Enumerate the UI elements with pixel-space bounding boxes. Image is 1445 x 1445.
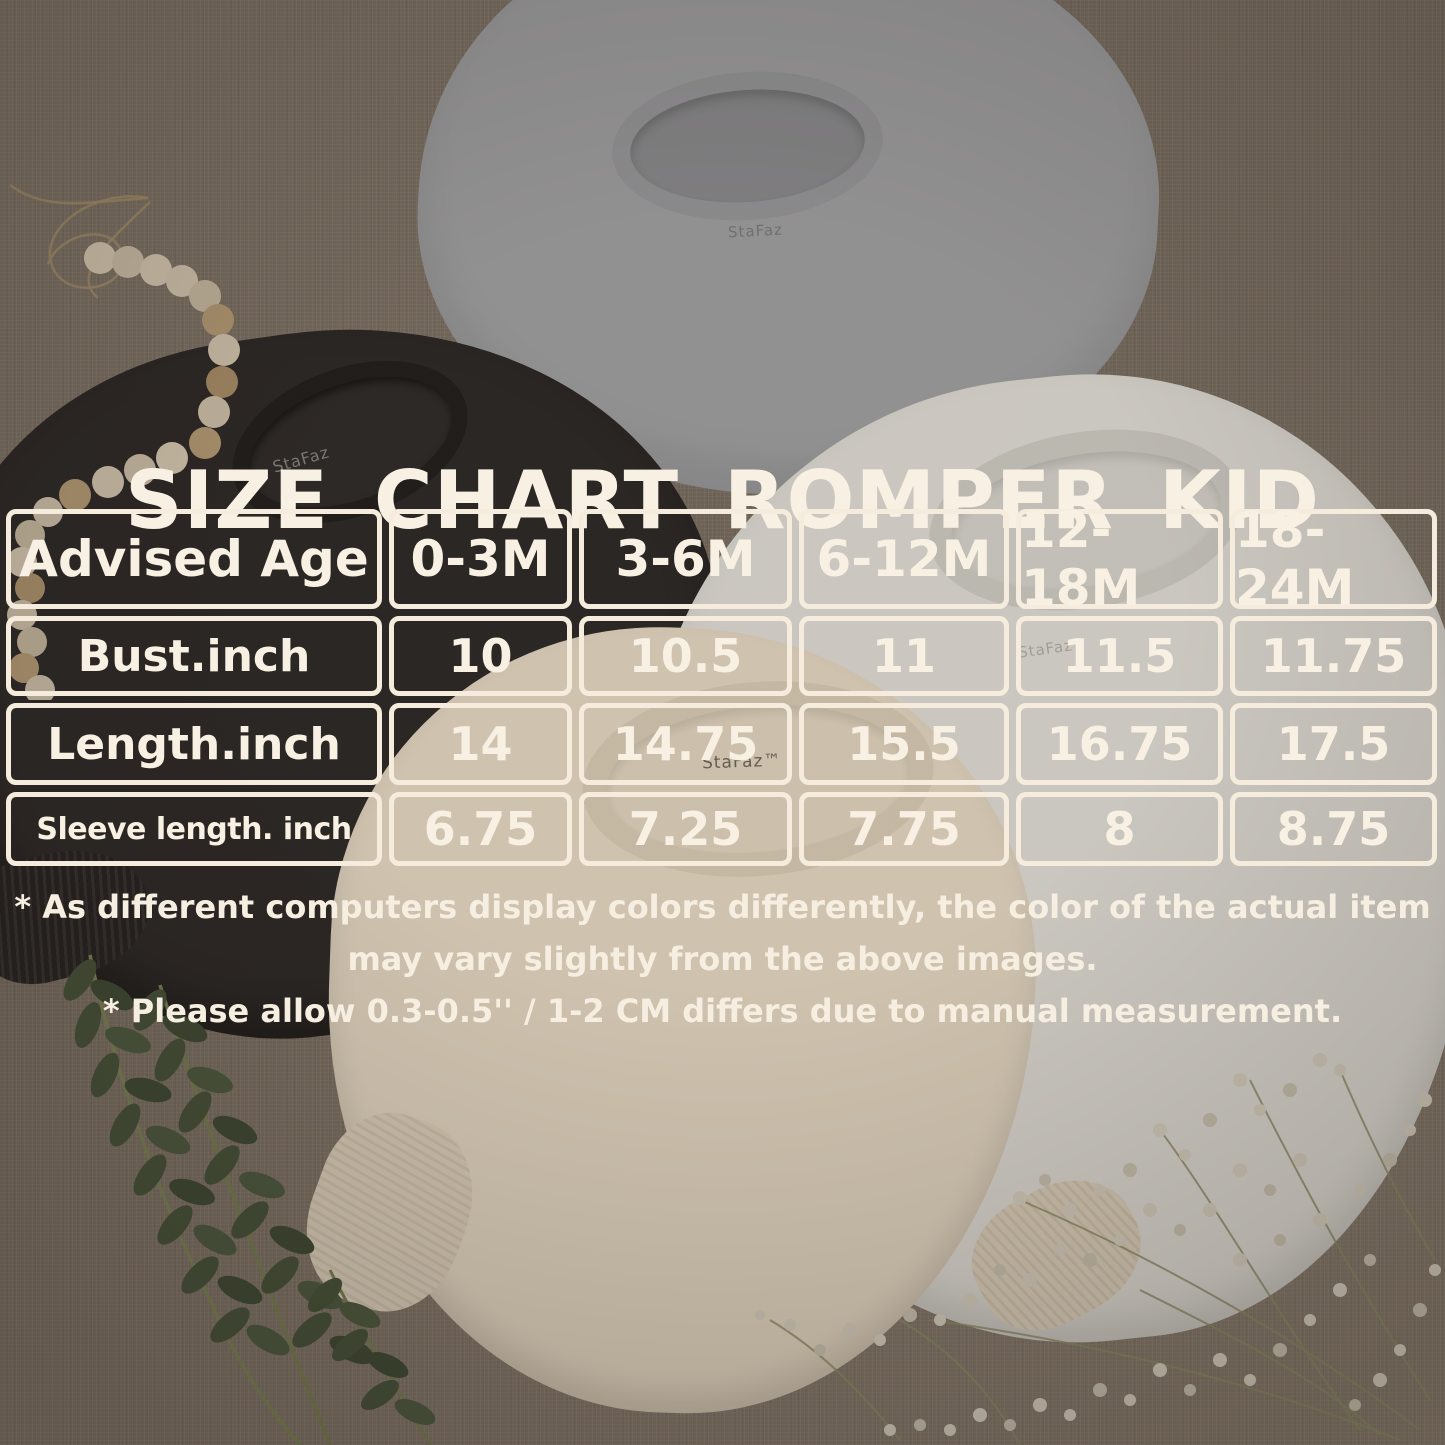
value-cell: 8: [1016, 792, 1223, 866]
value-cell: 11.75: [1230, 616, 1437, 696]
header-cell-3-6m: 3-6M: [579, 509, 792, 609]
value-cell: 14: [389, 703, 572, 785]
value-cell: 7.25: [579, 792, 792, 866]
value-cell: 17.5: [1230, 703, 1437, 785]
value-cell: 8.75: [1230, 792, 1437, 866]
header-cell-18-24m: 18-24M: [1230, 501, 1437, 617]
value-cell: 16.75: [1016, 703, 1223, 785]
value-cell: 6.75: [389, 792, 572, 866]
value-cell: 10.5: [579, 616, 792, 696]
eucalyptus-branches: [63, 954, 436, 1445]
disclaimer-notes: * As different computers display colors …: [0, 882, 1445, 1037]
value-cell: 11: [799, 616, 1009, 696]
babys-breath-flowers: [755, 1053, 1441, 1445]
value-cell: 10: [389, 616, 572, 696]
row-label-sleeve: Sleeve length. inch: [6, 792, 382, 866]
header-cell-advised-age: Advised Age: [6, 509, 382, 609]
header-cell-6-12m: 6-12M: [799, 509, 1009, 609]
header-cell-0-3m: 0-3M: [389, 509, 572, 609]
row-label-length: Length.inch: [6, 703, 382, 785]
header-cell-12-18m: 12-18M: [1016, 501, 1223, 617]
size-table: Advised Age 0-3M 3-6M 6-12M 12-18M 18-24…: [6, 501, 1437, 866]
value-cell: 14.75: [579, 703, 792, 785]
page-title: SIZE CHART ROMPER KID: [124, 453, 1320, 547]
disclaimer-note-colors: * As different computers display colors …: [14, 888, 1431, 978]
bead-garland: [7, 184, 240, 700]
value-cell: 7.75: [799, 792, 1009, 866]
disclaimer-note-measurement: * Please allow 0.3-0.5'' / 1-2 CM differ…: [102, 991, 1343, 1030]
row-label-bust: Bust.inch: [6, 616, 382, 696]
value-cell: 11.5: [1016, 616, 1223, 696]
value-cell: 15.5: [799, 703, 1009, 785]
